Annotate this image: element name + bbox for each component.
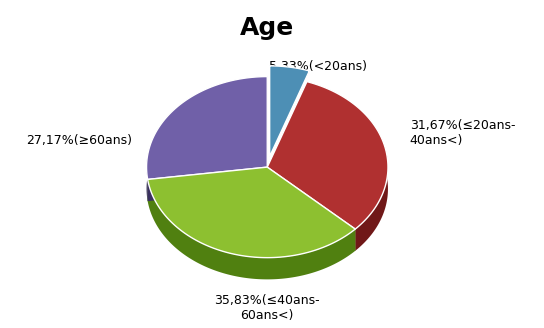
Polygon shape — [270, 66, 310, 156]
Polygon shape — [267, 167, 355, 251]
Polygon shape — [146, 155, 147, 201]
Polygon shape — [147, 179, 355, 279]
Text: 35,83%(≤40ans-
60ans<): 35,83%(≤40ans- 60ans<) — [214, 294, 320, 322]
Polygon shape — [267, 167, 355, 251]
Polygon shape — [355, 154, 388, 251]
Polygon shape — [147, 167, 267, 201]
Polygon shape — [147, 167, 267, 201]
Polygon shape — [147, 167, 355, 258]
Text: 27,17%(≥60ans): 27,17%(≥60ans) — [26, 134, 132, 147]
Polygon shape — [267, 82, 388, 229]
Polygon shape — [146, 77, 267, 179]
Text: 5,33%(<20ans): 5,33%(<20ans) — [269, 60, 367, 73]
Text: Age: Age — [240, 16, 294, 40]
Text: 31,67%(≤20ans-
40ans<): 31,67%(≤20ans- 40ans<) — [410, 119, 515, 147]
